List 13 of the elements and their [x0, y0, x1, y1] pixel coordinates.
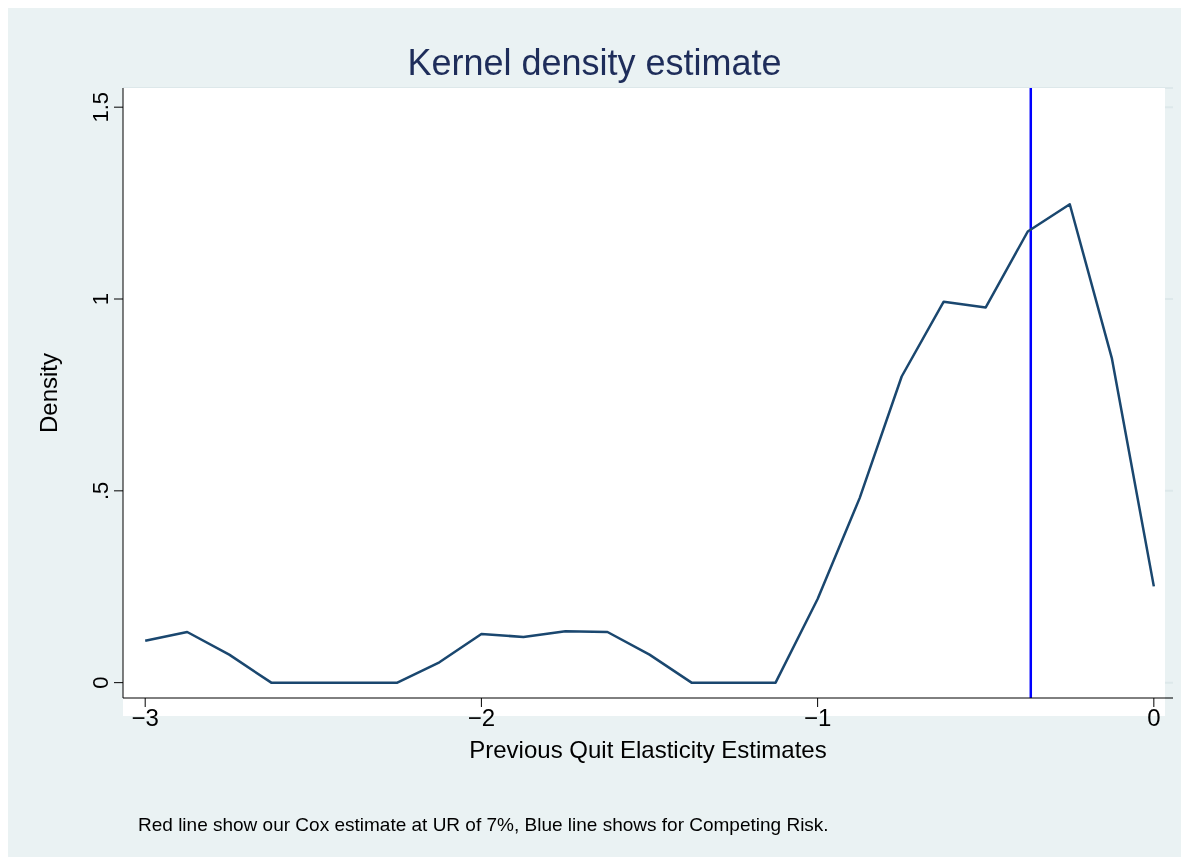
y-tick-label: 1.5	[88, 91, 113, 123]
y-tick-label: 1	[88, 292, 113, 306]
y-axis-title: Density	[34, 352, 62, 434]
x-tick-label: −1	[803, 704, 832, 732]
x-axis-title: Previous Quit Elasticity Estimates	[469, 736, 827, 763]
line-series	[143, 203, 1156, 684]
x-tick-label: −3	[131, 704, 159, 732]
x-tick-label: −2	[467, 704, 496, 732]
x-tick-label: 0	[1147, 704, 1161, 732]
text: Red line show our Cox estimate at UR of 7%, Blue line shows for Competing Risk.	[138, 814, 829, 836]
y-tick-label: 0	[88, 676, 113, 689]
y-tick-label: .5	[88, 481, 113, 501]
chart-title: Kernel density estimate	[406, 42, 783, 84]
